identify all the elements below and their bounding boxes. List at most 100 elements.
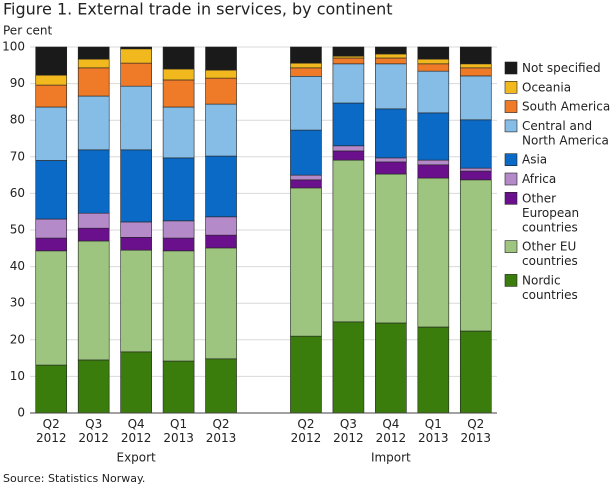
bar-segment: [417, 177, 450, 328]
y-tick-label: 100: [2, 40, 25, 54]
bar-segment: [162, 220, 195, 239]
bar-segment: [459, 75, 492, 121]
bar-segment: [375, 322, 407, 414]
bar-segment: [77, 149, 110, 214]
y-tick-label: 10: [10, 369, 25, 383]
bar-segment: [205, 103, 237, 157]
x-tick-label: Q4 2012: [376, 417, 407, 445]
legend-label: Not specified: [522, 61, 601, 75]
bar-segment: [120, 48, 152, 64]
x-tick-label: Q3 2012: [78, 417, 109, 445]
bar-segment: [35, 106, 68, 161]
bar-segment: [417, 70, 450, 114]
legend-swatch: [504, 240, 518, 253]
legend-swatch: [504, 153, 518, 166]
bar-segment: [162, 237, 195, 252]
bar-segment: [375, 57, 407, 65]
bar-segment: [417, 112, 450, 161]
x-tick-label: Q2 2012: [36, 417, 67, 445]
bar-segment: [162, 250, 195, 362]
bar-segment: [120, 249, 152, 353]
group-label: Export: [116, 451, 156, 465]
bar-segment: [77, 46, 110, 60]
bar-segment: [290, 75, 322, 131]
bar-segment: [459, 170, 492, 181]
bar-segment: [205, 216, 237, 236]
bar-segment: [290, 174, 322, 181]
bar-segment: [205, 358, 237, 414]
bar-segment: [162, 360, 195, 414]
bar-segment: [417, 326, 450, 414]
bar-segment: [77, 240, 110, 361]
bar-segment: [459, 119, 492, 169]
bar-segment: [290, 335, 322, 414]
bar-segment: [162, 157, 195, 222]
bar-segment: [290, 179, 322, 189]
bar-segment: [120, 62, 152, 87]
bar-segment: [120, 46, 152, 50]
bar-segment: [375, 46, 407, 55]
bar-segment: [77, 227, 110, 242]
legend-label: South America: [522, 99, 610, 113]
bar-segment: [77, 67, 110, 97]
x-tick-label: Q2 2013: [206, 417, 237, 445]
bar-segment: [290, 67, 322, 77]
bar-segment: [290, 129, 322, 176]
x-tick-label: Q2 2012: [291, 417, 322, 445]
legend-label: Africa: [522, 172, 556, 186]
y-tick-label: 20: [10, 332, 25, 346]
legend-swatch: [504, 119, 518, 133]
bar-segment: [162, 68, 195, 81]
bar-segment: [35, 160, 68, 220]
legend-swatch: [504, 61, 518, 75]
bar-segment: [375, 53, 407, 59]
legend-label: Oceania: [522, 80, 571, 94]
bar-segment: [332, 159, 365, 323]
legend-swatch: [504, 81, 518, 94]
bar-segment: [417, 58, 450, 65]
y-axis-label: Per cent: [3, 24, 53, 38]
y-tick-label: 80: [10, 113, 25, 127]
bar-segment: [375, 173, 407, 324]
x-tick-label: Q1 2013: [163, 417, 194, 445]
y-tick-label: 50: [10, 223, 25, 237]
legend-label: Nordic countries: [522, 273, 578, 302]
y-tick-label: 30: [10, 296, 25, 310]
bar-segment: [205, 247, 237, 360]
bar-segment: [459, 167, 492, 172]
bar-segment: [35, 364, 68, 414]
bar-segment: [290, 187, 322, 337]
x-tick-label: Q4 2012: [121, 417, 152, 445]
chart-title: Figure 1. External trade in services, by…: [3, 0, 393, 19]
bar-segment: [77, 58, 110, 69]
bar-segment: [120, 237, 152, 251]
bar-segment: [332, 321, 365, 414]
bar-segment: [375, 161, 407, 175]
bar-segment: [35, 46, 68, 76]
bar-segment: [417, 164, 450, 179]
bar-segment: [332, 57, 365, 65]
y-tick-label: 90: [10, 76, 25, 90]
bar-segment: [459, 46, 492, 65]
y-tick-label: 60: [10, 186, 25, 200]
bar-segment: [120, 85, 152, 151]
group-label: Import: [371, 451, 411, 465]
bar-segment: [205, 155, 237, 218]
legend-label: Other European countries: [522, 191, 579, 234]
bar-segment: [35, 74, 68, 86]
x-tick-label: Q1 2013: [418, 417, 449, 445]
bar-segment: [205, 69, 237, 79]
bar-segment: [459, 330, 492, 414]
bar-segment: [162, 46, 195, 70]
bar-segment: [205, 234, 237, 249]
bar-segment: [35, 237, 68, 252]
bar-segment: [332, 46, 365, 57]
y-tick-label: 0: [17, 406, 25, 420]
bar-segment: [120, 351, 152, 414]
bar-segment: [332, 102, 365, 147]
bar-segment: [375, 108, 407, 159]
bar-segment: [417, 46, 450, 60]
x-tick-label: Q2 2013: [460, 417, 491, 445]
bar-segment: [459, 179, 492, 332]
